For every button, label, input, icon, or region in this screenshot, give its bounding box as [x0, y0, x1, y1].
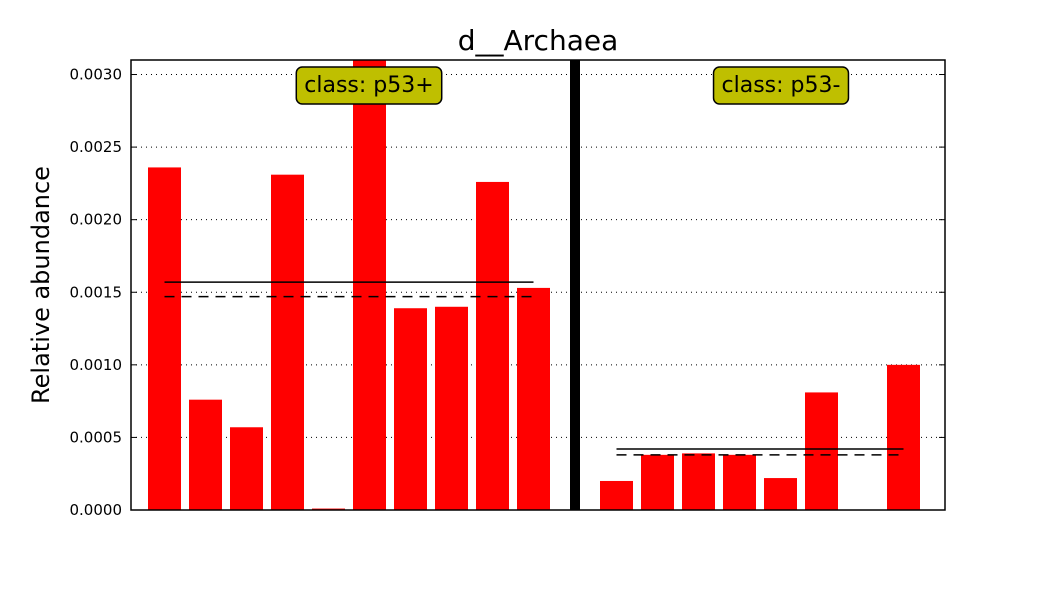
- plot-frame: [130, 59, 946, 511]
- bar: [230, 427, 263, 510]
- bar: [148, 167, 181, 510]
- class-labels: class: p53+ class: p53-: [295, 66, 850, 105]
- bar: [682, 453, 715, 510]
- bar: [723, 454, 756, 510]
- y-tick-label: 0.0010: [70, 356, 123, 374]
- class-label: class: p53-: [722, 73, 841, 98]
- y-tick-label: 0.0025: [70, 138, 123, 156]
- bar: [887, 364, 920, 510]
- summary-lines: [164, 281, 904, 456]
- bar: [805, 392, 838, 510]
- bar: [600, 480, 633, 510]
- bar: [189, 399, 222, 510]
- chart-title: d__Archaea: [458, 24, 619, 57]
- class-label: class: p53+: [304, 73, 433, 98]
- y-axis-label: Relative abundance: [27, 166, 55, 404]
- y-tick-label: 0.0000: [70, 501, 123, 519]
- class-label-box: [712, 66, 850, 105]
- bars: [148, 60, 920, 510]
- y-tick-label: 0.0005: [70, 428, 123, 446]
- class-label-box: [295, 66, 443, 105]
- bar: [394, 308, 427, 510]
- y-axis-ticks: 0.0000 0.0005 0.0010 0.0015 0.0020 0.0025 0.00…: [70, 66, 945, 519]
- bar: [641, 454, 674, 510]
- y-tick-label: 0.0020: [70, 211, 123, 229]
- y-tick-label: 0.0030: [70, 66, 123, 84]
- bar: [353, 60, 386, 510]
- bar: [517, 287, 550, 510]
- bar: [764, 478, 797, 510]
- bar: [271, 174, 304, 510]
- bar: [435, 306, 468, 510]
- bar: [476, 181, 509, 510]
- y-tick-label: 0.0015: [70, 283, 123, 301]
